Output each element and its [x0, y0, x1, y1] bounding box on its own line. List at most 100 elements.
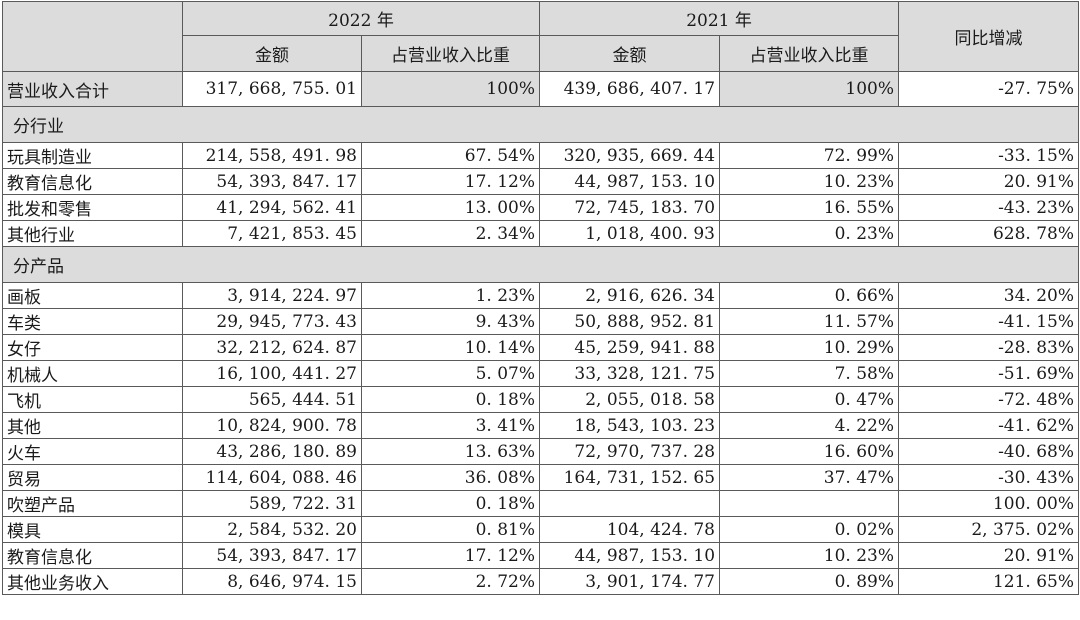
amount-2022: 589, 722. 31 — [182, 490, 362, 517]
amount-2022: 114, 604, 088. 46 — [182, 464, 362, 491]
share-2022: 5. 07% — [360, 360, 541, 387]
share-2021: 7. 58% — [719, 360, 900, 387]
amount-2021: 164, 731, 152. 65 — [539, 464, 721, 491]
yoy-change: -41. 15% — [898, 308, 1080, 335]
share-2021: 10. 23% — [719, 168, 900, 195]
share-2021: 37. 47% — [719, 464, 900, 491]
yoy-change: -28. 83% — [898, 334, 1080, 361]
amount-2021: 33, 328, 121. 75 — [539, 360, 721, 387]
amount-2021: 72, 745, 183. 70 — [539, 194, 721, 221]
amount-2021: 72, 970, 737. 28 — [539, 438, 721, 465]
yoy-change: 121. 65% — [898, 568, 1080, 595]
yoy-change: -33. 15% — [898, 142, 1080, 169]
share-2022: 67. 54% — [360, 142, 541, 169]
amount-2021: 1, 018, 400. 93 — [539, 220, 721, 247]
share-2022: 13. 00% — [360, 194, 541, 221]
table-row: 模具 2, 584, 532. 20 0. 81% 104, 424. 78 0. 02… — [2, 516, 1080, 543]
amount-2021: 2, 055, 018. 58 — [539, 386, 721, 413]
amount-2022: 8, 646, 974. 15 — [182, 568, 362, 595]
share-2021: 16. 55% — [719, 194, 900, 221]
row-label: 贸易 — [2, 464, 183, 491]
amount-2022: 54, 393, 847. 17 — [182, 542, 362, 569]
table-row: 教育信息化 54, 393, 847. 17 17. 12% 44, 987, 153… — [2, 542, 1080, 569]
table-row: 吹塑产品 589, 722. 31 0. 18% 100. 00% — [2, 490, 1080, 517]
share-2022: 13. 63% — [360, 438, 541, 465]
row-label: 车类 — [2, 308, 183, 335]
share-2022: 10. 14% — [360, 334, 541, 361]
amount-2022: 43, 286, 180. 89 — [182, 438, 362, 465]
share-2022: 1. 23% — [360, 282, 541, 309]
amount-2021: 50, 888, 952. 81 — [539, 308, 721, 335]
total-share-2022: 100% — [360, 71, 541, 107]
header-corner-cell — [2, 1, 183, 72]
row-label: 教育信息化 — [2, 168, 183, 195]
amount-2022: 3, 914, 224. 97 — [182, 282, 362, 309]
share-2022: 36. 08% — [360, 464, 541, 491]
row-label: 其他业务收入 — [2, 568, 183, 595]
amount-2022: 214, 558, 491. 98 — [182, 142, 362, 169]
table-row: 其他业务收入 8, 646, 974. 15 2. 72% 3, 901, 174. … — [2, 568, 1080, 595]
table-row: 画板 3, 914, 224. 97 1. 23% 2, 916, 626. 34 0.… — [2, 282, 1080, 309]
share-2021 — [719, 490, 900, 517]
amount-2021 — [539, 490, 721, 517]
section-title-product: 分产品 — [1, 246, 1080, 283]
amount-2022: 16, 100, 441. 27 — [182, 360, 362, 387]
share-2021: 16. 60% — [719, 438, 900, 465]
yoy-change: -43. 23% — [898, 194, 1080, 221]
share-2022: 3. 41% — [360, 412, 541, 439]
row-label: 吹塑产品 — [2, 490, 183, 517]
yoy-change: -30. 43% — [898, 464, 1080, 491]
row-label: 画板 — [2, 282, 183, 309]
share-2021: 10. 29% — [719, 334, 900, 361]
share-2021: 11. 57% — [719, 308, 900, 335]
table-row: 其他行业 7, 421, 853. 45 2. 34% 1, 018, 400. 93… — [2, 220, 1080, 247]
yoy-change: 2, 375. 02% — [898, 516, 1080, 543]
share-2022: 0. 81% — [360, 516, 541, 543]
header-share-2022: 占营业收入比重 — [360, 35, 541, 72]
header-yoy: 同比增减 — [898, 1, 1080, 72]
header-amount-2022: 金额 — [182, 35, 362, 72]
share-2021: 0. 02% — [719, 516, 900, 543]
share-2021: 72. 99% — [719, 142, 900, 169]
revenue-table: 2022 年 2021 年 同比增减 金额 占营业收入比重 金额 占营业收入比重… — [1, 1, 1080, 595]
total-label: 营业收入合计 — [2, 71, 183, 107]
total-amount-2022: 317, 668, 755. 01 — [182, 71, 362, 107]
amount-2022: 54, 393, 847. 17 — [182, 168, 362, 195]
share-2022: 9. 43% — [360, 308, 541, 335]
share-2022: 2. 72% — [360, 568, 541, 595]
amount-2021: 3, 901, 174. 77 — [539, 568, 721, 595]
share-2022: 17. 12% — [360, 542, 541, 569]
total-row: 营业收入合计 317, 668, 755. 01 100% 439, 686, … — [2, 71, 1080, 107]
yoy-change: -40. 68% — [898, 438, 1080, 465]
share-2022: 0. 18% — [360, 386, 541, 413]
share-2022: 2. 34% — [360, 220, 541, 247]
product-rows: 画板 3, 914, 224. 97 1. 23% 2, 916, 626. 34 0.… — [2, 282, 1080, 595]
header-row-columns: 金额 占营业收入比重 金额 占营业收入比重 — [3, 35, 1079, 72]
yoy-change: 628. 78% — [898, 220, 1080, 247]
yoy-change: -51. 69% — [898, 360, 1080, 387]
table-row: 贸易 114, 604, 088. 46 36. 08% 164, 731, 152.… — [2, 464, 1080, 491]
yoy-change: -41. 62% — [898, 412, 1080, 439]
table-row: 车类 29, 945, 773. 43 9. 43% 50, 888, 952. 81… — [2, 308, 1080, 335]
amount-2022: 2, 584, 532. 20 — [182, 516, 362, 543]
table-row: 机械人 16, 100, 441. 27 5. 07% 33, 328, 121. 7… — [2, 360, 1080, 387]
row-label: 其他 — [2, 412, 183, 439]
share-2021: 4. 22% — [719, 412, 900, 439]
header-year-2021: 2021 年 — [539, 1, 900, 36]
table-row: 其他 10, 824, 900. 78 3. 41% 18, 543, 103. 23… — [2, 412, 1080, 439]
amount-2022: 32, 212, 624. 87 — [182, 334, 362, 361]
yoy-change: 20. 91% — [898, 542, 1080, 569]
row-label: 教育信息化 — [2, 542, 183, 569]
industry-rows: 玩具制造业 214, 558, 491. 98 67. 54% 320, 935, 6… — [2, 142, 1080, 247]
total-share-2021: 100% — [719, 71, 900, 107]
total-yoy: -27. 75% — [898, 71, 1080, 107]
table-row: 火车 43, 286, 180. 89 13. 63% 72, 970, 737. 2… — [2, 438, 1080, 465]
row-label: 模具 — [2, 516, 183, 543]
amount-2021: 44, 987, 153. 10 — [539, 542, 721, 569]
amount-2022: 29, 945, 773. 43 — [182, 308, 362, 335]
yoy-change: 100. 00% — [898, 490, 1080, 517]
section-row-industry: 分行业 — [1, 106, 1080, 143]
share-2021: 0. 23% — [719, 220, 900, 247]
share-2022: 0. 18% — [360, 490, 541, 517]
share-2022: 17. 12% — [360, 168, 541, 195]
